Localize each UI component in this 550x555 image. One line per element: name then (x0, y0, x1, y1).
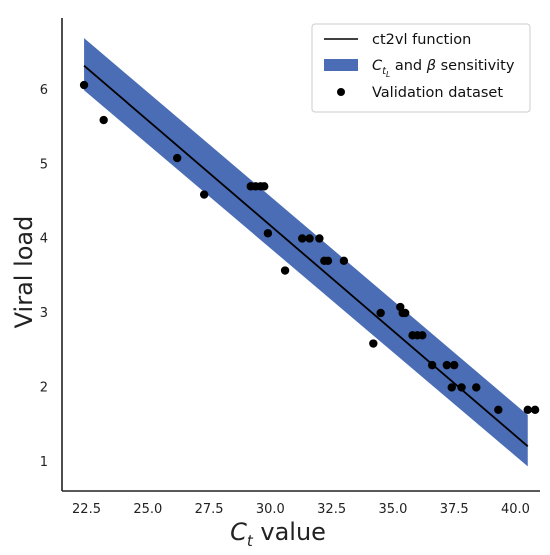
y-tick-label: 5 (40, 157, 48, 172)
data-point (199, 190, 209, 199)
x-tick-label: 32.5 (317, 502, 346, 517)
data-point (418, 331, 427, 340)
data-point (79, 80, 89, 90)
ct2vl-function-line (83, 64, 529, 447)
data-point (99, 115, 108, 125)
data-point (263, 229, 273, 238)
data-point (523, 405, 532, 415)
data-point (280, 266, 290, 275)
legend-marker-swatch (337, 88, 345, 96)
x-tick-label: 37.5 (440, 502, 469, 517)
y-tick-label: 3 (40, 306, 48, 321)
x-tick-label: 40.0 (501, 502, 530, 517)
data-point (450, 360, 459, 370)
x-tick-label: 25.0 (133, 502, 162, 517)
legend-band-swatch (324, 59, 358, 71)
sensitivity-band (84, 38, 528, 467)
data-point (472, 383, 481, 392)
y-tick-label: 2 (40, 381, 48, 396)
y-tick-label: 1 (40, 455, 48, 470)
x-tick-label: 27.5 (195, 502, 224, 517)
y-axis-label: Viral load (10, 216, 38, 329)
data-point (173, 153, 182, 163)
y-ticks: 1 2 3 4 5 6 (40, 83, 48, 470)
data-point (400, 308, 410, 318)
data-point (376, 308, 385, 318)
x-axis-label: Ct value (230, 518, 326, 550)
x-tick-label: 30.0 (256, 502, 285, 517)
data-point (339, 256, 349, 266)
data-point (315, 234, 324, 243)
y-tick-label: 4 (40, 232, 48, 247)
axes (61, 18, 540, 492)
legend: ct2vl function CtL and β sensitivity Val… (311, 23, 531, 113)
legend-label-sensitivity: CtL and β sensitivity (372, 58, 515, 79)
data-point (457, 383, 466, 392)
x-tick-label: 35.0 (378, 502, 407, 517)
y-tick-label: 6 (40, 83, 48, 98)
legend-label-validation: Validation dataset (372, 85, 503, 101)
data-point (260, 182, 269, 191)
data-point (530, 405, 540, 415)
data-point (427, 360, 437, 370)
legend-frame (311, 23, 531, 113)
data-point (447, 383, 456, 392)
x-ticks: 22.5 25.0 27.5 30.0 32.5 35.0 37.5 40.0 (72, 502, 530, 517)
data-point (305, 234, 314, 243)
validation-points (79, 80, 540, 415)
data-point (323, 256, 333, 266)
data-point (369, 339, 378, 348)
x-tick-label: 22.5 (72, 502, 101, 517)
data-point (494, 405, 503, 415)
data-point (442, 360, 452, 370)
data-point (298, 234, 307, 243)
legend-label-function: ct2vl function (372, 32, 471, 48)
